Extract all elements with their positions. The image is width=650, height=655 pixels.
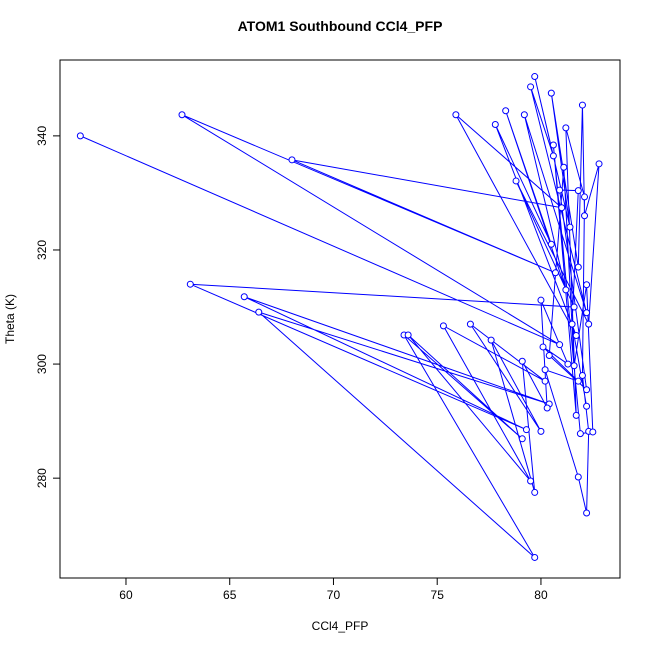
y-tick-label: 280 (35, 468, 49, 488)
data-point (562, 124, 570, 132)
data-point (558, 204, 566, 212)
data-point (512, 177, 520, 185)
data-point (439, 322, 447, 330)
data-point (562, 286, 570, 294)
data-point (576, 430, 584, 438)
data-point (520, 111, 528, 119)
data-point (581, 212, 589, 220)
plot-frame (59, 59, 621, 579)
data-point (581, 193, 589, 201)
data-point (178, 111, 186, 119)
data-point (583, 386, 591, 394)
data-point (556, 186, 564, 194)
data-point (547, 240, 555, 248)
y-tick-label: 320 (35, 240, 49, 260)
x-tick-label: 60 (119, 588, 133, 602)
data-point (518, 357, 526, 365)
data-point (531, 73, 539, 81)
y-tick-label: 300 (35, 354, 49, 374)
data-point (549, 141, 557, 149)
data-point (547, 89, 555, 97)
data-point (574, 187, 582, 195)
data-point (531, 553, 539, 561)
data-point (560, 163, 568, 171)
data-point (527, 83, 535, 91)
data-point (531, 488, 539, 496)
data-point (545, 352, 553, 360)
data-point (527, 477, 535, 485)
data-point (466, 320, 474, 328)
data-point (537, 296, 545, 304)
data-point (543, 404, 551, 412)
y-tick-label: 340 (35, 126, 49, 146)
data-point (572, 411, 580, 419)
data-point (570, 362, 578, 370)
chart-title: ATOM1 Southbound CCl4_PFP (238, 18, 443, 34)
data-point (583, 309, 591, 317)
data-point (76, 132, 84, 140)
data-point (452, 111, 460, 119)
data-point (502, 107, 510, 115)
data-point (255, 308, 263, 316)
data-point (186, 280, 194, 288)
data-point (585, 320, 593, 328)
data-point (570, 303, 578, 311)
data-point (518, 435, 526, 443)
data-point (578, 371, 586, 379)
x-tick-label: 80 (534, 588, 548, 602)
data-point (572, 332, 580, 340)
data-point (564, 360, 572, 368)
data-point (556, 341, 564, 349)
data-point (537, 427, 545, 435)
data-point (583, 509, 591, 517)
x-axis-label: CCl4_PFP (312, 619, 369, 633)
data-point (566, 223, 574, 231)
x-tick-label: 75 (431, 588, 445, 602)
data-point (583, 402, 591, 410)
data-point (578, 101, 586, 109)
data-point (288, 156, 296, 164)
data-point (551, 269, 559, 277)
data-point (574, 473, 582, 481)
data-point (541, 377, 549, 385)
data-point (574, 377, 582, 385)
data-point (574, 263, 582, 271)
data-point (549, 152, 557, 160)
data-point (539, 343, 547, 351)
data-point (595, 160, 603, 168)
data-point (487, 336, 495, 344)
data-point (491, 120, 499, 128)
x-tick-label: 65 (223, 588, 237, 602)
data-point (522, 426, 530, 434)
data-point (568, 320, 576, 328)
data-point (240, 293, 248, 301)
data-point (404, 331, 412, 339)
data-point (583, 281, 591, 289)
data-point (589, 428, 597, 436)
x-tick-label: 70 (327, 588, 341, 602)
data-point (541, 366, 549, 374)
y-axis-label: Theta (K) (3, 294, 17, 344)
